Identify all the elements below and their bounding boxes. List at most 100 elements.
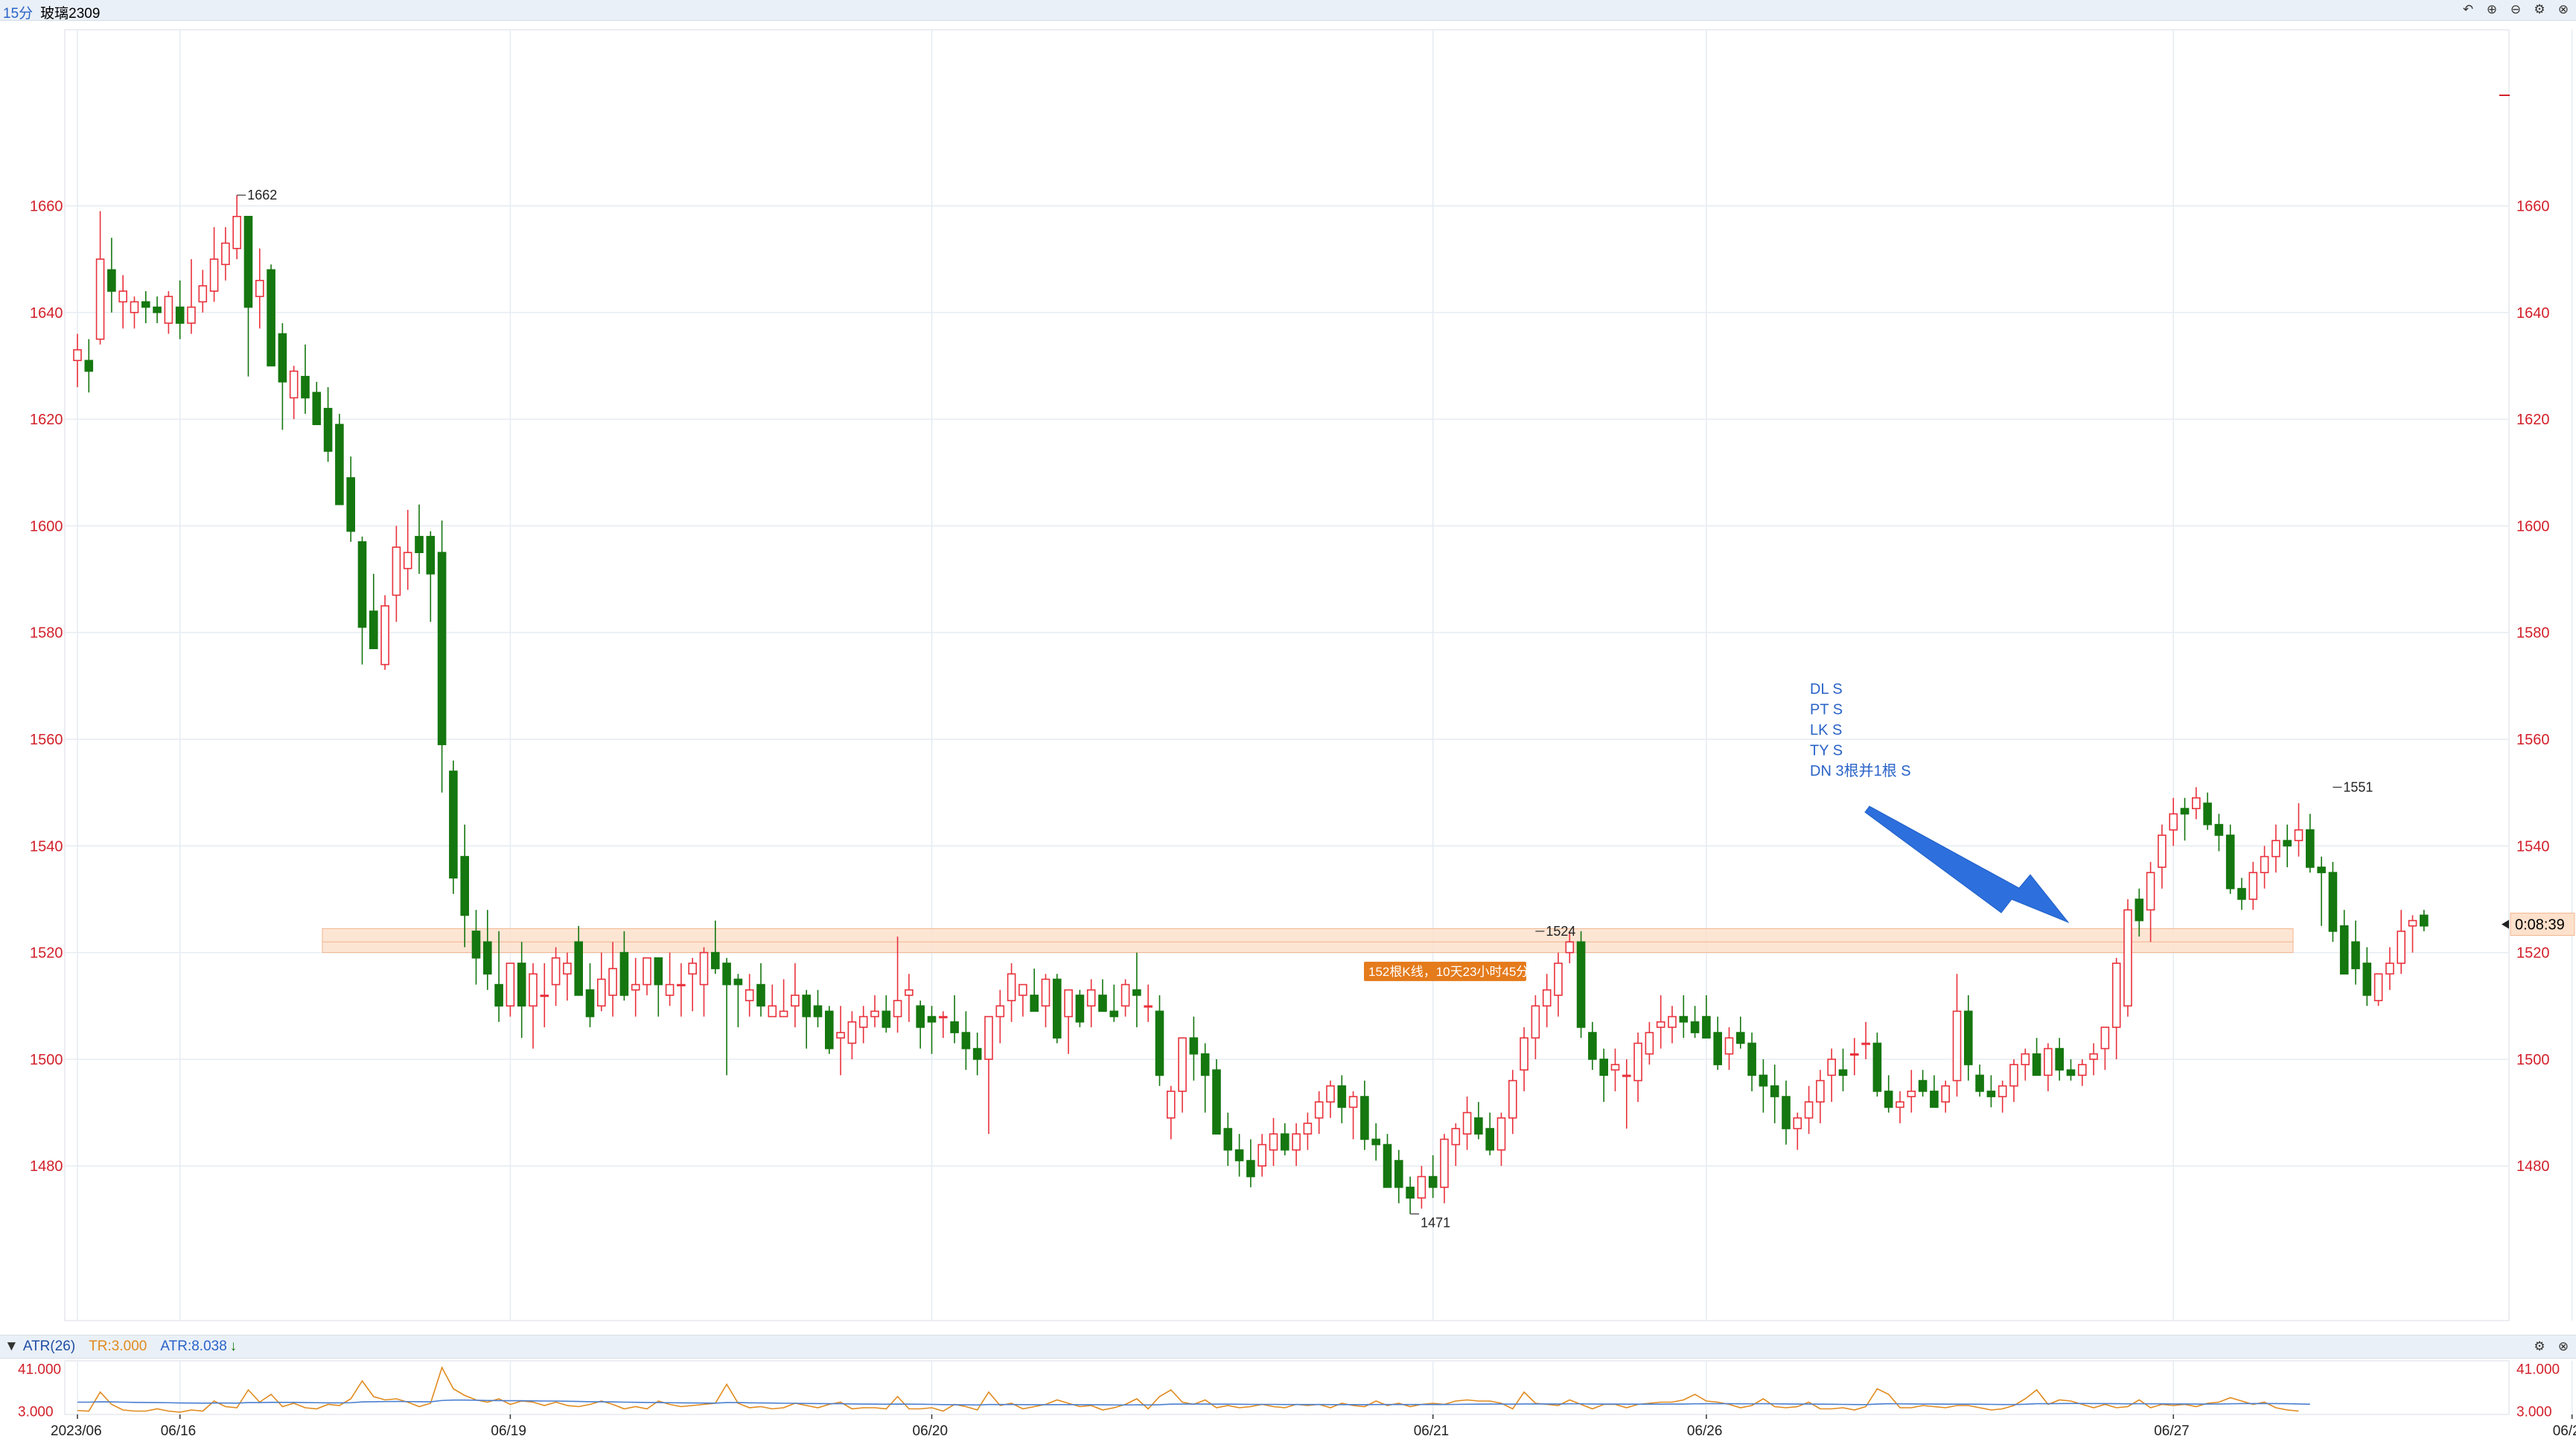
candle-body xyxy=(1132,989,1141,996)
x-tick-label: 06/26 xyxy=(1687,1423,1723,1439)
candle xyxy=(677,963,686,1017)
candle-body xyxy=(1178,1037,1187,1092)
candle xyxy=(972,1033,982,1076)
settings-icon[interactable]: ⚙ xyxy=(2534,2,2545,16)
candle-body xyxy=(2362,963,2372,996)
candle-body xyxy=(221,242,230,266)
candle xyxy=(1702,995,1711,1039)
candle-body xyxy=(2283,840,2292,847)
candle-body xyxy=(654,957,663,986)
candle xyxy=(1975,1065,1984,1097)
candle xyxy=(2373,973,2383,1006)
candle xyxy=(2214,814,2224,852)
candle-body xyxy=(437,552,447,745)
candle xyxy=(2339,910,2349,975)
candle-body xyxy=(1599,1059,1608,1076)
close-icon[interactable]: ⊗ xyxy=(2557,2,2569,16)
candle-body xyxy=(84,360,94,372)
candle-body xyxy=(1223,1128,1233,1151)
candle xyxy=(1337,1075,1347,1123)
atr-indicator-header: ▼ ATR(26) TR:3.000 ATR:8.038 ↓ ⚙ ⊗ xyxy=(0,1335,2576,1359)
undo-icon[interactable]: ↶ xyxy=(2462,2,2474,16)
candle-body xyxy=(1474,1117,1483,1135)
candle-body xyxy=(961,1032,971,1050)
candle xyxy=(881,995,891,1033)
candle-body xyxy=(2146,872,2155,911)
atr-name-label[interactable]: ATR(26) xyxy=(22,1339,76,1354)
candle xyxy=(346,456,356,542)
strategy-line: PT S xyxy=(1810,702,1843,718)
atr-settings-icon[interactable]: ⚙ xyxy=(2534,1339,2545,1353)
candle-body xyxy=(289,370,299,399)
atr-close-icon[interactable]: ⊗ xyxy=(2557,1339,2569,1353)
candle-body xyxy=(1007,973,1016,1001)
candle xyxy=(2044,1043,2053,1091)
candle-body xyxy=(198,285,208,303)
candle-body xyxy=(1964,1010,1973,1065)
candle xyxy=(323,387,333,462)
candle-body xyxy=(301,375,310,399)
candle xyxy=(1827,1048,1836,1103)
candle xyxy=(1053,974,1062,1044)
left-price-axis: 1660 1640 1620 1600 1580 1560 1540 1520 1500 1480 xyxy=(30,198,63,1175)
candle xyxy=(1713,1016,1722,1071)
candle-body xyxy=(1588,1032,1597,1060)
zoom-out-icon[interactable]: ⊖ xyxy=(2510,2,2522,16)
candle-body xyxy=(1645,1032,1654,1055)
candle-body xyxy=(972,1047,982,1060)
candle-body xyxy=(1793,1117,1802,1129)
candle xyxy=(437,520,447,793)
candle-body xyxy=(482,941,492,975)
candle-body xyxy=(608,968,617,996)
candle-body xyxy=(2420,914,2429,927)
candle xyxy=(2420,910,2429,931)
candle-body xyxy=(2100,1027,2110,1050)
x-tick-label: 06/20 xyxy=(913,1423,949,1439)
period-label[interactable]: 15分 xyxy=(3,6,34,22)
candle xyxy=(460,824,470,948)
candle-body xyxy=(357,541,367,628)
candle xyxy=(1007,963,1016,1022)
candle-body xyxy=(426,535,436,575)
annotation-arrow[interactable] xyxy=(1864,805,2070,924)
zoom-in-icon[interactable]: ⊕ xyxy=(2486,2,2498,16)
candle xyxy=(392,526,401,622)
candle xyxy=(1656,995,1665,1049)
candle-body xyxy=(323,407,333,452)
candle xyxy=(1930,1075,1939,1108)
support-zone[interactable] xyxy=(322,928,2294,954)
atr-chart[interactable]: 41.000 41.000 3.000 3.000 2023/06 06/16 06/19… xyxy=(0,1358,2576,1439)
candle xyxy=(1428,1155,1438,1199)
candle xyxy=(1610,1048,1620,1091)
candle-body xyxy=(1109,1010,1119,1018)
candle xyxy=(916,1001,925,1049)
candle xyxy=(950,995,959,1044)
candle-body xyxy=(858,1015,868,1028)
candle-body xyxy=(1257,1143,1266,1167)
strategy-line: LK S xyxy=(1810,722,1842,738)
candle xyxy=(1075,989,1085,1027)
candle xyxy=(1086,979,1096,1027)
collapse-toggle-icon[interactable]: ▼ xyxy=(4,1339,19,1354)
candle xyxy=(768,984,777,1018)
candle-body xyxy=(677,983,686,986)
candle-body xyxy=(870,1010,879,1018)
candle-body xyxy=(1371,1138,1380,1146)
candle xyxy=(107,237,116,313)
x-tick-label: 2023/06 xyxy=(51,1423,102,1439)
candle-body xyxy=(2339,925,2349,975)
strategy-text-block[interactable]: DL S PT S LK S TY S DN 3根并1根 S xyxy=(1810,681,1911,779)
candle-body xyxy=(164,296,173,324)
candle xyxy=(858,1006,868,1044)
candle-body xyxy=(1337,1085,1347,1108)
candle-body xyxy=(916,1005,925,1028)
candle-body xyxy=(1075,995,1085,1023)
candle-body xyxy=(1269,1133,1278,1151)
strategy-line: DN 3根并1根 S xyxy=(1810,762,1911,779)
candle-body xyxy=(153,306,162,313)
candle-body xyxy=(2021,1053,2030,1065)
candle xyxy=(403,509,412,590)
x-tick-label: 06/16 xyxy=(161,1423,197,1439)
y-tick-label: 1580 xyxy=(2516,625,2550,642)
